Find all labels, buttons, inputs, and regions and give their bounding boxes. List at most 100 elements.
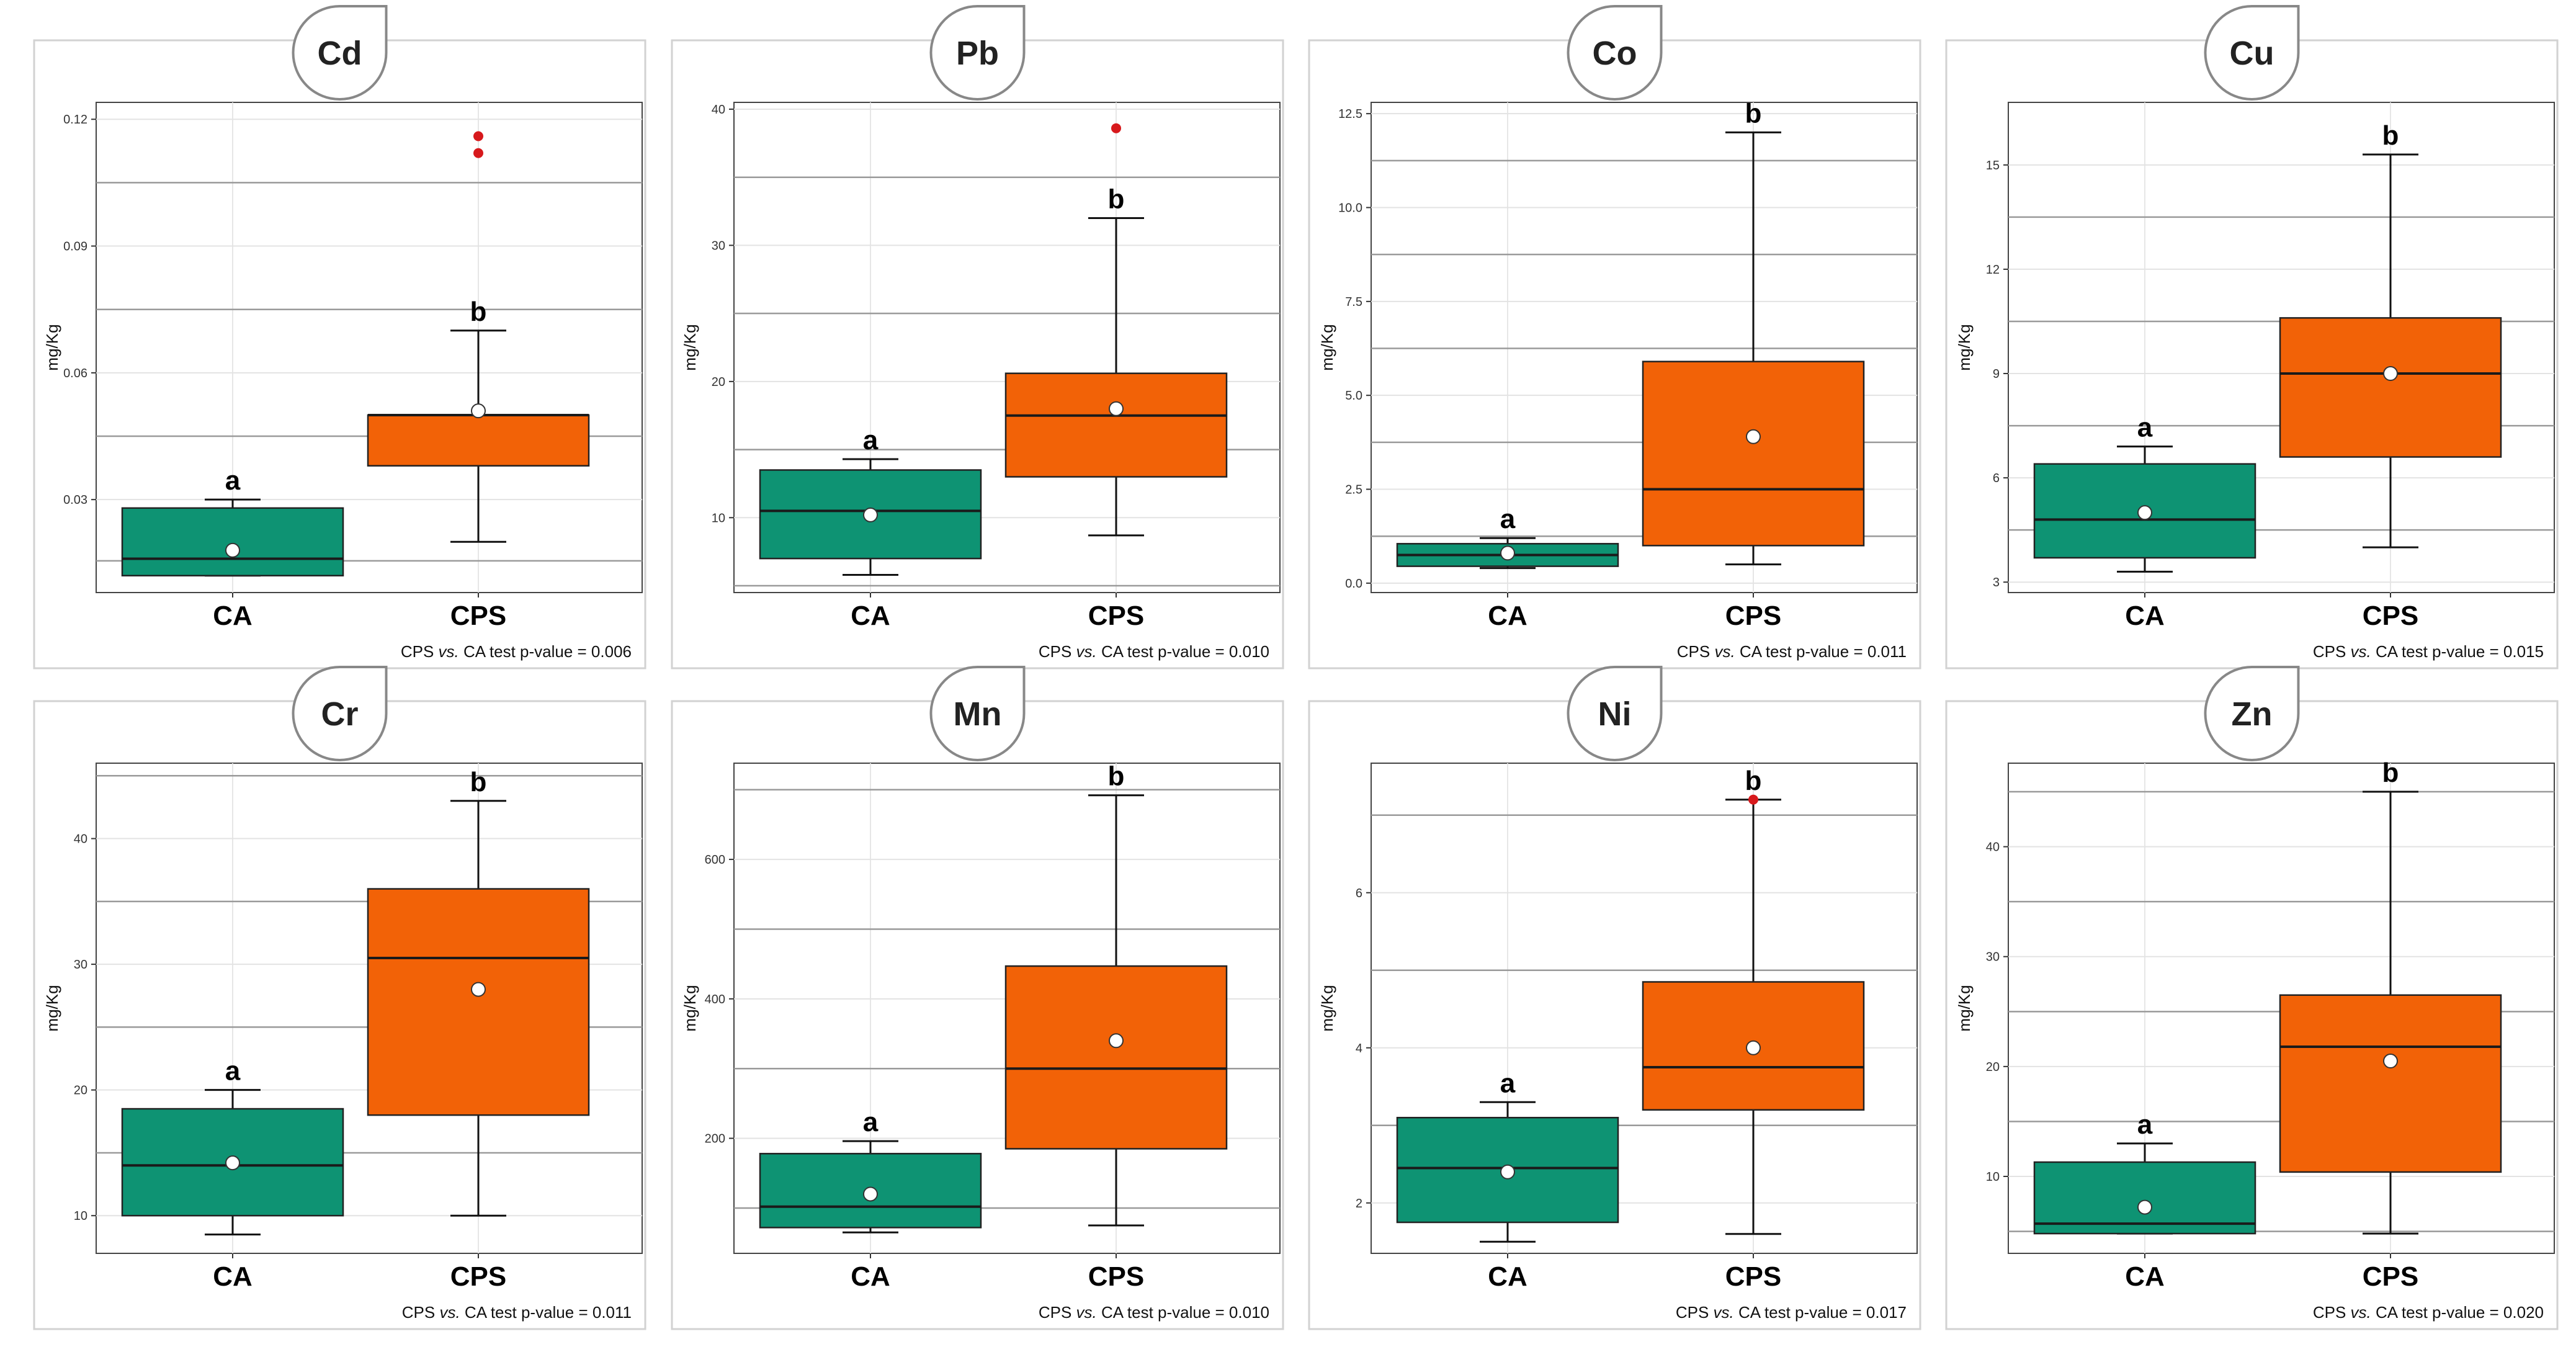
caption-suffix: CA test p-value = 0.010 — [1097, 1303, 1269, 1322]
caption-prefix: CPS — [1039, 642, 1076, 661]
caption-suffix: CA test p-value = 0.020 — [2371, 1303, 2544, 1322]
mean-point — [1109, 401, 1124, 416]
significance-letter: a — [2137, 1109, 2153, 1140]
mean-point — [471, 403, 486, 419]
y-tick-label: 20 — [74, 1084, 87, 1098]
y-tick-label: 0.12 — [63, 113, 87, 127]
x-category-label: CPS — [2363, 1261, 2418, 1292]
y-tick-label: 400 — [705, 993, 725, 1006]
caption-prefix: CPS — [2313, 642, 2351, 661]
caption-vs: vs. — [439, 1303, 460, 1322]
test-pvalue-caption: CPS vs. CA test p-value = 0.011 — [402, 1303, 632, 1322]
caption-suffix: CA test p-value = 0.006 — [459, 642, 632, 661]
caption-vs: vs. — [439, 642, 459, 661]
mean-point — [2137, 505, 2152, 521]
box-ca: a — [2033, 1109, 2256, 1235]
significance-letter: b — [1745, 98, 1762, 128]
test-pvalue-caption: CPS vs. CA test p-value = 0.015 — [2313, 642, 2544, 661]
box-ca: a — [121, 465, 344, 577]
y-axis-label: mg/Kg — [1955, 324, 1974, 370]
iqr-box — [121, 507, 344, 577]
box-ca: a — [759, 1107, 982, 1233]
panel-title: Pb — [956, 35, 999, 72]
y-tick-label: 6 — [1993, 472, 2000, 485]
box-cps: b — [2279, 120, 2502, 548]
y-tick-label: 0.03 — [63, 493, 87, 507]
significance-letter: b — [1108, 761, 1125, 792]
iqr-box — [1642, 360, 1865, 547]
box-ca: a — [2033, 413, 2256, 573]
significance-letter: a — [863, 425, 879, 455]
caption-prefix: CPS — [1677, 642, 1715, 661]
mean-point — [1746, 429, 1761, 444]
x-category-label: CA — [2125, 601, 2165, 631]
significance-letter: b — [2382, 120, 2399, 151]
title-badge — [1567, 666, 1663, 762]
caption-prefix: CPS — [1676, 1303, 1714, 1322]
y-axis-label: mg/Kg — [681, 985, 699, 1031]
y-tick-label: 15 — [1986, 159, 2000, 172]
caption-vs: vs. — [2351, 642, 2371, 661]
iqr-box — [2279, 317, 2502, 458]
iqr-box — [1004, 965, 1228, 1150]
y-tick-label: 0.09 — [63, 240, 87, 254]
caption-prefix: CPS — [402, 1303, 440, 1322]
box-cps: b — [367, 131, 590, 543]
mean-point — [1109, 1033, 1124, 1049]
y-tick-label: 4 — [1356, 1042, 1362, 1055]
caption-prefix: CPS — [2313, 1303, 2351, 1322]
y-tick-label: 0.0 — [1345, 577, 1362, 591]
test-pvalue-caption: CPS vs. CA test p-value = 0.020 — [2313, 1303, 2544, 1322]
panel-title: Co — [1593, 35, 1637, 72]
panel-title: Mn — [954, 696, 1002, 733]
x-category-label: CA — [213, 1261, 253, 1292]
y-tick-label: 40 — [1986, 841, 2000, 854]
y-tick-label: 0.06 — [63, 367, 87, 380]
x-category-label: CPS — [2363, 601, 2418, 631]
x-category-label: CPS — [1088, 601, 1144, 631]
panel-title: Cu — [2230, 35, 2274, 72]
significance-letter: a — [2137, 413, 2153, 443]
mean-point — [2383, 366, 2398, 382]
y-tick-label: 3 — [1993, 576, 2000, 589]
caption-suffix: CA test p-value = 0.011 — [460, 1303, 632, 1322]
title-badge — [1567, 5, 1663, 101]
x-category-label: CPS — [450, 1261, 506, 1292]
x-category-label: CPS — [1725, 601, 1781, 631]
mean-point — [225, 542, 240, 558]
caption-suffix: CA test p-value = 0.010 — [1097, 642, 1269, 661]
caption-prefix: CPS — [401, 642, 439, 661]
y-tick-label: 20 — [712, 375, 725, 389]
y-tick-label: 20 — [1986, 1060, 2000, 1074]
title-badge — [2204, 666, 2300, 762]
outlier-point — [1748, 794, 1758, 805]
y-tick-label: 12.5 — [1338, 107, 1362, 121]
significance-letter: b — [470, 767, 487, 797]
mean-point — [225, 1155, 240, 1171]
box-cps: b — [2279, 758, 2502, 1235]
y-tick-label: 10 — [74, 1209, 87, 1223]
box-cps: b — [1642, 766, 1865, 1235]
mean-point — [863, 1186, 878, 1202]
caption-suffix: CA test p-value = 0.015 — [2371, 642, 2544, 661]
significance-letter: a — [1500, 1068, 1516, 1098]
box-cps: b — [1642, 98, 1865, 566]
caption-vs: vs. — [1076, 642, 1097, 661]
x-category-label: CPS — [1725, 1261, 1781, 1292]
box-cps: b — [1004, 761, 1228, 1227]
mean-point — [471, 982, 486, 997]
iqr-box — [2033, 1161, 2256, 1235]
test-pvalue-caption: CPS vs. CA test p-value = 0.011 — [1677, 642, 1907, 661]
mean-point — [1500, 545, 1515, 561]
significance-letter: a — [225, 465, 241, 496]
test-pvalue-caption: CPS vs. CA test p-value = 0.006 — [401, 642, 632, 661]
title-badge — [929, 5, 1026, 101]
y-tick-label: 10.0 — [1338, 202, 1362, 215]
y-tick-label: 7.5 — [1345, 295, 1362, 309]
